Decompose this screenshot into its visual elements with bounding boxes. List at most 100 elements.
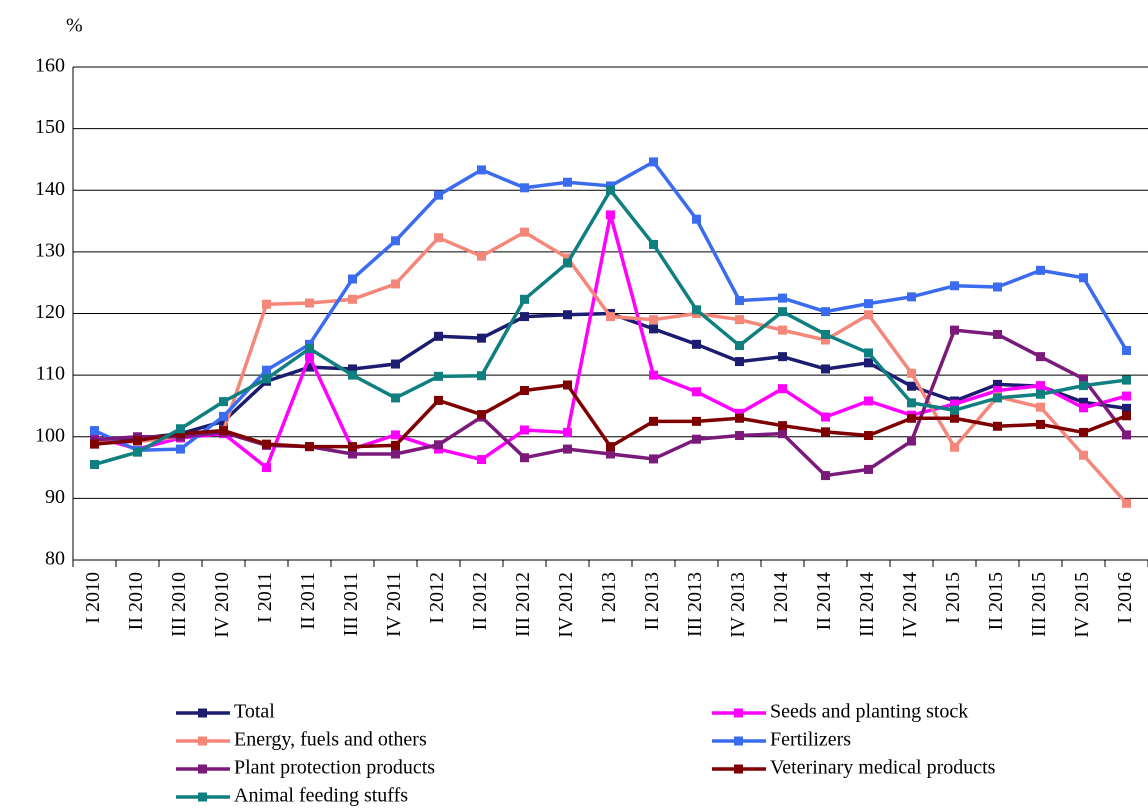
legend-marker [198, 792, 207, 802]
point [821, 335, 830, 345]
point [434, 395, 443, 405]
point [950, 413, 959, 423]
point [219, 416, 228, 426]
point [1079, 374, 1088, 384]
point [907, 398, 916, 408]
point [864, 299, 873, 309]
point [606, 185, 615, 195]
point [477, 371, 486, 381]
point [262, 374, 271, 384]
point [778, 293, 787, 303]
x-tick-label: I 2016 [1114, 572, 1136, 624]
point [950, 405, 959, 415]
x-tick-label: III 2012 [512, 572, 534, 637]
point [1079, 450, 1088, 460]
point [606, 312, 615, 322]
point [90, 459, 99, 469]
point [176, 429, 185, 439]
point [176, 444, 185, 454]
point [305, 352, 314, 362]
point [735, 431, 744, 441]
point [821, 364, 830, 374]
legend-label: Total [234, 701, 275, 723]
point [391, 236, 400, 246]
y-tick-label: 140 [35, 178, 65, 200]
x-tick-label: II 2014 [813, 572, 835, 630]
point [993, 386, 1002, 396]
point [649, 157, 658, 167]
x-tick-label: III 2015 [1028, 572, 1050, 637]
legend-label: Veterinary medical products [770, 757, 996, 779]
point [864, 464, 873, 474]
point [262, 439, 271, 449]
point [649, 416, 658, 426]
point [864, 431, 873, 441]
point [219, 411, 228, 421]
point [692, 416, 701, 426]
point [563, 380, 572, 390]
point [735, 413, 744, 423]
y-tick-label: 100 [35, 424, 65, 446]
point [563, 258, 572, 268]
x-tick-label: IV 2011 [383, 572, 405, 637]
point [391, 430, 400, 440]
legend-label: Fertilizers [770, 729, 851, 751]
point [993, 393, 1002, 403]
point [993, 379, 1002, 389]
point [907, 368, 916, 378]
legend-label: Energy, fuels and others [234, 729, 427, 751]
point [864, 348, 873, 358]
point [477, 455, 486, 465]
point [907, 292, 916, 302]
point [735, 315, 744, 325]
point [864, 396, 873, 406]
point [649, 239, 658, 249]
point [305, 344, 314, 354]
point [606, 210, 615, 220]
point [305, 298, 314, 308]
point [348, 364, 357, 374]
point [133, 447, 142, 457]
point [348, 449, 357, 459]
point [778, 325, 787, 335]
point [692, 339, 701, 349]
point [176, 424, 185, 434]
point [1122, 430, 1131, 440]
x-tick-label: I 2012 [426, 572, 448, 624]
point [821, 307, 830, 317]
point [907, 436, 916, 446]
point [735, 408, 744, 418]
point [262, 365, 271, 375]
point [1079, 397, 1088, 407]
legend-label: Seeds and planting stock [770, 701, 968, 723]
x-tick-label: I 2015 [942, 572, 964, 624]
point [735, 341, 744, 351]
point [1122, 411, 1131, 421]
point [1122, 375, 1131, 385]
point [563, 310, 572, 320]
x-tick-label: II 2015 [985, 572, 1007, 630]
y-tick-label: 160 [35, 55, 65, 77]
point [477, 410, 486, 420]
x-tick-label: I 2014 [770, 572, 792, 624]
point [477, 333, 486, 343]
point [434, 190, 443, 200]
point [821, 412, 830, 422]
point [477, 251, 486, 261]
point [864, 310, 873, 320]
point [219, 426, 228, 436]
point [520, 183, 529, 193]
point [262, 463, 271, 473]
point [434, 233, 443, 243]
x-tick-label: II 2013 [641, 572, 663, 630]
x-tick-label: II 2011 [297, 572, 319, 630]
y-tick-label: 90 [45, 486, 65, 508]
point [778, 352, 787, 362]
point [348, 370, 357, 380]
x-tick-label: III 2013 [684, 572, 706, 637]
point [133, 435, 142, 445]
point [391, 359, 400, 369]
line-series [94, 188, 1127, 467]
legend-marker [198, 736, 207, 746]
